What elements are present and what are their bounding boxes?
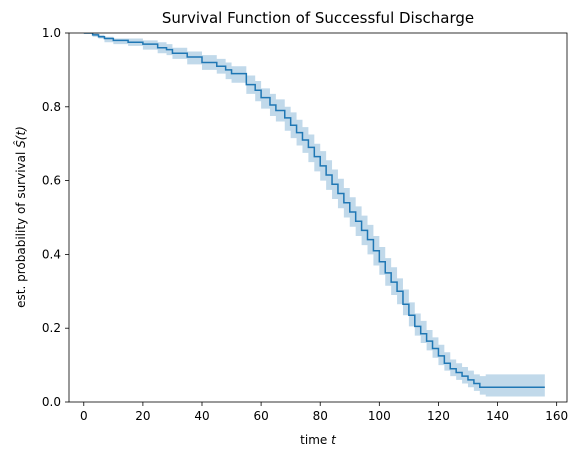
- survival-line: [83, 33, 545, 388]
- x-tick-label: 120: [427, 409, 450, 423]
- x-axis-label-var: t: [331, 433, 337, 447]
- confidence-band: [83, 33, 545, 397]
- x-tick-label: 20: [135, 409, 150, 423]
- y-tick-label: 0.6: [42, 174, 61, 188]
- x-tick-label: 80: [313, 409, 328, 423]
- x-axis-label: time t: [300, 433, 337, 447]
- x-tick-label: 100: [368, 409, 391, 423]
- x-axis-label-prefix: time: [300, 433, 331, 447]
- plot-frame: [68, 32, 568, 403]
- plot-area: [83, 33, 545, 397]
- y-tick-label: 0.2: [42, 321, 61, 335]
- chart-title: Survival Function of Successful Discharg…: [162, 9, 474, 27]
- x-tick-label: 60: [253, 409, 268, 423]
- x-tick-label: 40: [194, 409, 209, 423]
- y-tick-label: 0.0: [42, 395, 61, 409]
- y-axis-label-math: Ŝ(t): [13, 126, 28, 148]
- y-tick-label: 0.8: [42, 100, 61, 114]
- x-tick-label: 160: [545, 409, 568, 423]
- x-tick-label: 0: [80, 409, 88, 423]
- axes: 0 20 40 60 80 100 120 140 160 0.0 0.2 0.4 0.6 0.8 1.0: [42, 26, 568, 423]
- y-axis-label-text: est. probability of survival: [14, 148, 28, 308]
- x-tick-label: 140: [486, 409, 509, 423]
- y-axis-label: est. probability of survival Ŝ(t): [13, 126, 28, 308]
- y-tick-label: 1.0: [42, 26, 61, 40]
- plot-content: [83, 33, 545, 397]
- y-tick-label: 0.4: [42, 247, 61, 261]
